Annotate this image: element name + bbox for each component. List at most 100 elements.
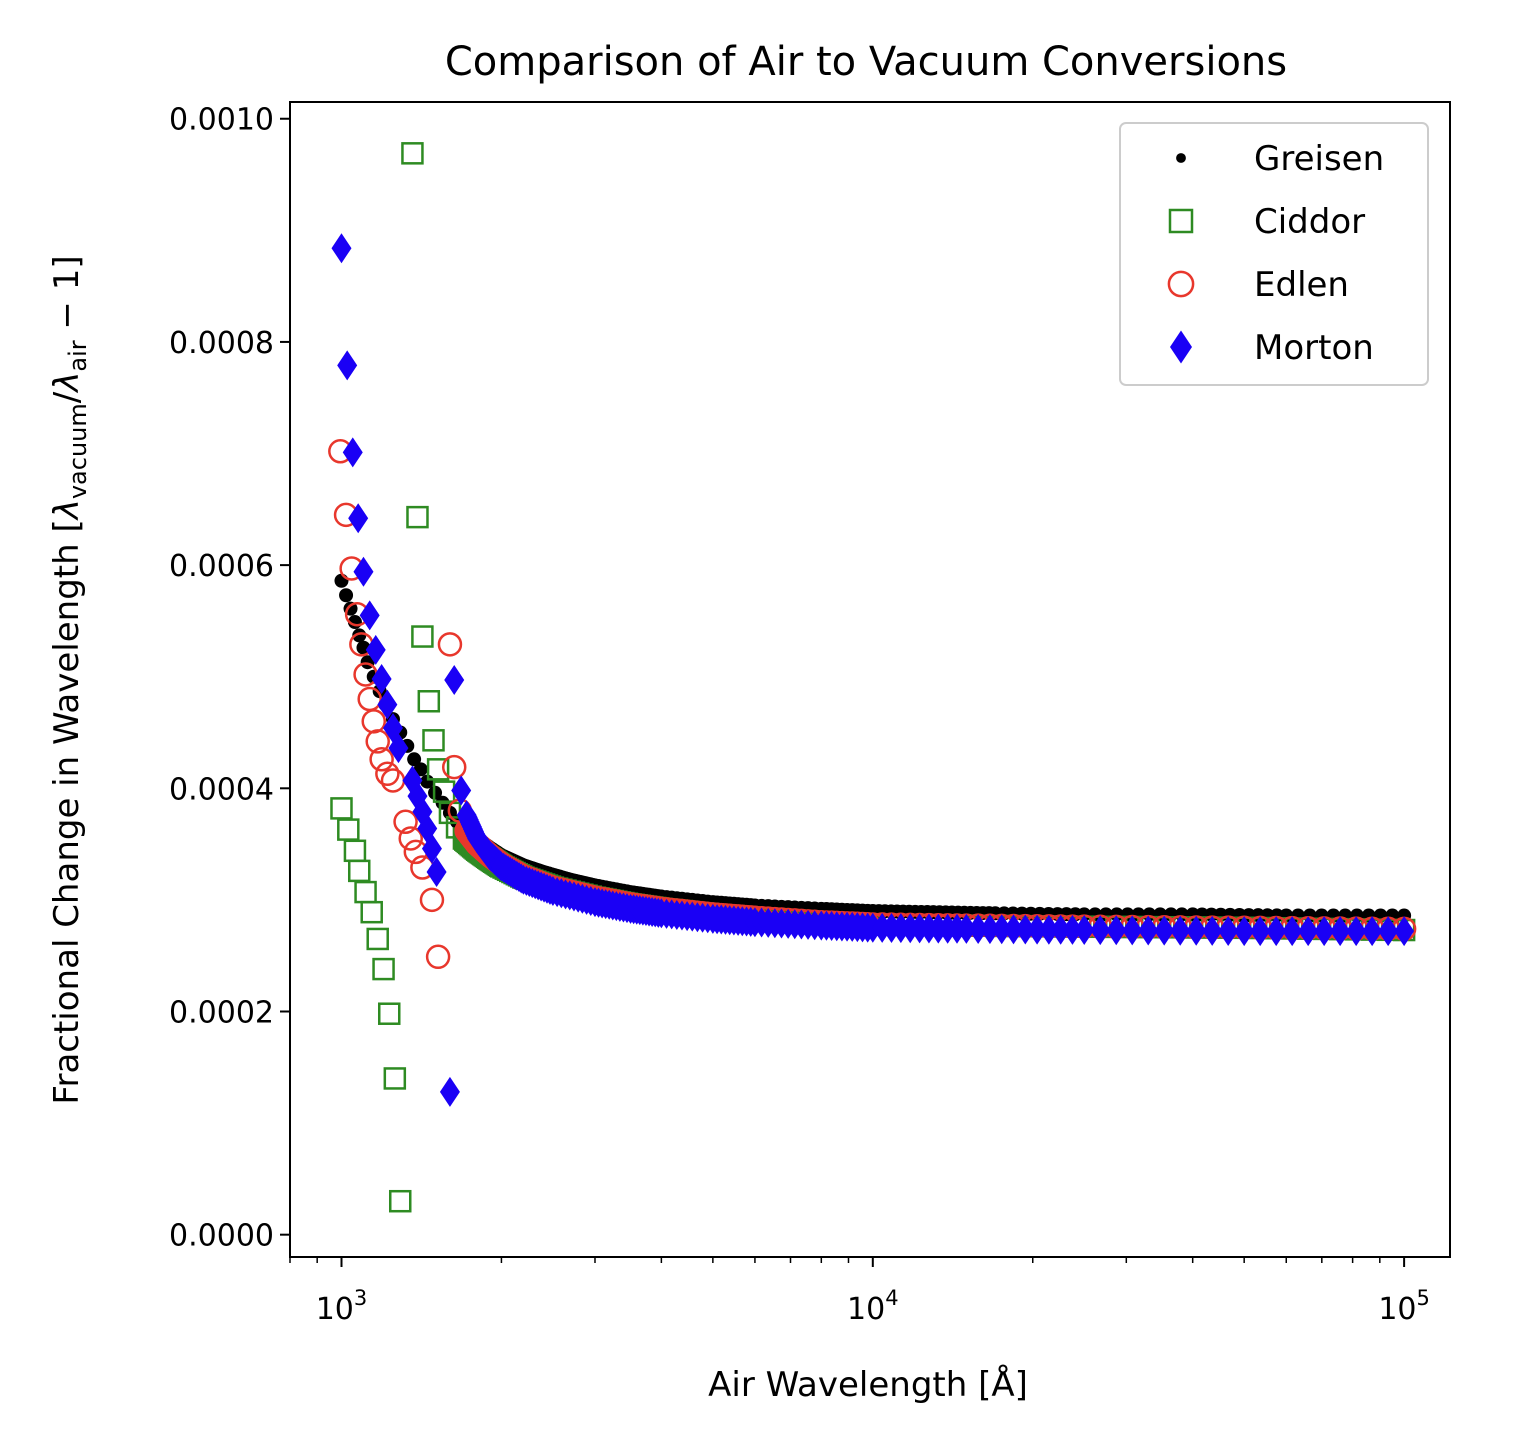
plot-area	[289, 101, 1451, 1258]
point-morton	[956, 913, 977, 944]
point-morton	[388, 733, 409, 764]
point-morton-fill	[1015, 914, 1036, 945]
y-axis-label-sub-vacuum: vacuum	[64, 403, 92, 499]
point-morton-fill	[1062, 914, 1083, 945]
y-axis-label-slash: /	[47, 391, 87, 403]
point-morton-fill	[1378, 916, 1399, 947]
legend: Greisen Ciddor Edlen Morton	[1119, 122, 1429, 386]
legend-marker-ciddor	[1168, 208, 1194, 234]
point-morton	[439, 1076, 460, 1107]
point-morton	[353, 556, 374, 587]
point-morton-fill	[1218, 916, 1239, 947]
point-morton-fill	[1154, 915, 1175, 946]
point-edlen	[398, 826, 423, 851]
point-edlen	[375, 761, 400, 787]
point-morton-fill	[1027, 914, 1048, 945]
point-edlen	[425, 944, 451, 970]
point-ciddor	[366, 927, 389, 951]
point-greisen	[352, 628, 367, 643]
point-morton-fill	[1362, 916, 1383, 947]
point-ciddor	[343, 839, 367, 863]
point-morton-fill	[1266, 916, 1287, 947]
y-tick-label: 0.0004	[169, 772, 274, 807]
legend-marker-greisen	[1176, 153, 1186, 163]
point-morton-fill	[1170, 915, 1191, 946]
point-morton-fill	[1106, 915, 1127, 946]
y-tick-label: 0.0000	[169, 1219, 274, 1254]
point-ciddor	[426, 758, 450, 781]
legend-label-morton: Morton	[1254, 328, 1374, 368]
y-axis-label-lambda-1: λ	[47, 499, 87, 521]
y-axis-label-suffix: − 1]	[47, 255, 87, 340]
point-morton	[337, 350, 358, 381]
point-ciddor	[330, 797, 353, 820]
point-ciddor	[422, 729, 445, 752]
legend-label-greisen: Greisen	[1254, 139, 1384, 179]
point-morton-fill	[1138, 915, 1159, 946]
point-edlen	[393, 809, 418, 835]
point-morton-fill	[1202, 915, 1223, 946]
point-edlen	[419, 887, 445, 913]
y-axis-label: Fractional Change in Wavelength [λvacuum…	[47, 255, 92, 1104]
point-edlen	[441, 754, 467, 780]
point-morton-fill	[1330, 916, 1351, 947]
y-axis-label-prefix: Fractional Change in Wavelength [	[47, 519, 87, 1104]
point-greisen	[334, 573, 349, 588]
point-ciddor	[337, 818, 360, 841]
x-tick-label: 103	[316, 1286, 368, 1327]
y-tick-label: 0.0008	[169, 326, 274, 361]
point-edlen	[369, 747, 394, 772]
point-morton	[451, 775, 472, 806]
point-edlen	[361, 709, 386, 734]
point-morton	[1074, 915, 1095, 946]
point-morton-fill	[1186, 915, 1207, 946]
point-morton-fill	[1298, 916, 1319, 947]
series-edlen	[328, 439, 1417, 970]
point-morton	[377, 689, 398, 720]
point-ciddor	[347, 859, 371, 883]
point-morton-fill	[1346, 916, 1367, 947]
point-ciddor	[411, 625, 434, 648]
legend-label-edlen: Edlen	[1254, 265, 1349, 305]
point-edlen	[437, 632, 463, 657]
point-morton-fill	[1003, 914, 1024, 945]
point-morton-fill	[1314, 916, 1335, 947]
point-morton-fill	[1050, 914, 1071, 945]
axes-frame	[289, 101, 1451, 1258]
point-morton-fill	[1282, 916, 1303, 947]
point-morton-fill	[1250, 916, 1271, 947]
y-axis-label-lambda-2: λ	[47, 372, 87, 394]
point-ciddor	[388, 1189, 412, 1213]
axes-ticks: 0.0000 0.0002 0.0004 0.0006 0.0008 0.0010 103 1…	[169, 103, 1430, 1327]
point-ciddor	[406, 505, 429, 529]
x-tick-label: 104	[847, 1286, 899, 1327]
point-morton	[371, 663, 392, 694]
point-greisen	[339, 588, 354, 603]
point-morton-fill	[1038, 914, 1059, 945]
point-ciddor	[383, 1067, 407, 1090]
point-morton	[331, 233, 352, 264]
legend-marker-morton	[1170, 330, 1192, 364]
point-ciddor	[372, 957, 395, 981]
y-tick-label: 0.0010	[169, 103, 274, 138]
point-morton-fill	[979, 914, 1000, 945]
point-edlen	[365, 729, 390, 754]
point-morton	[348, 503, 369, 534]
chart-title: Comparison of Air to Vacuum Conversions	[445, 39, 1287, 85]
point-morton	[342, 437, 363, 468]
point-morton-fill	[991, 914, 1012, 945]
point-morton	[1394, 916, 1415, 947]
point-ciddor	[401, 142, 424, 165]
point-ciddor	[360, 900, 383, 924]
y-tick-label: 0.0002	[169, 995, 274, 1030]
point-morton	[1234, 916, 1255, 947]
legend-marker-edlen	[1167, 270, 1195, 298]
x-axis-label: Air Wavelength [Å]	[708, 1364, 1028, 1405]
point-morton	[444, 665, 465, 696]
point-morton	[426, 857, 447, 887]
point-morton	[421, 833, 442, 864]
y-axis-label-sub-air: air	[64, 340, 92, 371]
point-ciddor	[417, 690, 441, 713]
